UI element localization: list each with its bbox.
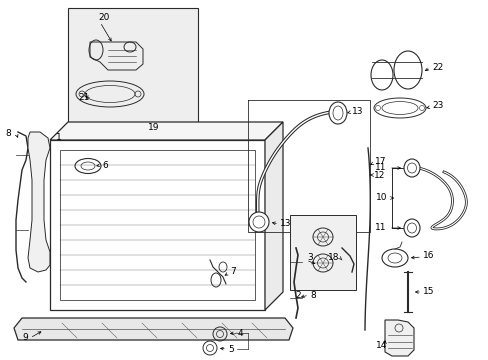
Text: 1: 1 (56, 134, 61, 143)
Text: 15: 15 (422, 288, 434, 297)
Ellipse shape (248, 212, 268, 232)
Bar (50, 140, 264, 310)
Polygon shape (264, 122, 283, 310)
Text: 8: 8 (5, 129, 11, 138)
Text: 16: 16 (422, 252, 434, 261)
Text: 18: 18 (327, 253, 339, 262)
Text: 6: 6 (102, 161, 107, 170)
Text: 19: 19 (148, 123, 159, 132)
Text: 11: 11 (374, 224, 386, 233)
Polygon shape (50, 122, 283, 140)
Ellipse shape (328, 102, 346, 124)
Text: 13: 13 (280, 220, 291, 229)
Text: 7: 7 (229, 267, 235, 276)
Text: 9: 9 (22, 333, 28, 342)
Text: 2: 2 (294, 292, 300, 301)
Text: 4: 4 (238, 328, 243, 338)
Text: 13: 13 (351, 108, 363, 117)
Text: 23: 23 (431, 102, 443, 111)
Bar (289, 215, 355, 290)
Ellipse shape (403, 159, 419, 177)
Text: 5: 5 (227, 345, 233, 354)
Polygon shape (28, 132, 50, 272)
Text: 11: 11 (374, 163, 386, 172)
Text: 14: 14 (375, 341, 386, 350)
Text: 8: 8 (309, 291, 315, 300)
Polygon shape (384, 320, 413, 356)
Text: 12: 12 (373, 171, 385, 180)
Text: 20: 20 (98, 13, 109, 22)
Text: 21: 21 (78, 94, 89, 103)
Bar (68, 8, 198, 123)
Polygon shape (14, 318, 292, 340)
Ellipse shape (403, 219, 419, 237)
Bar (60, 150, 254, 300)
Text: 22: 22 (431, 63, 442, 72)
Text: 3: 3 (306, 253, 312, 262)
Text: 10: 10 (375, 194, 386, 202)
Text: 17: 17 (374, 158, 386, 166)
